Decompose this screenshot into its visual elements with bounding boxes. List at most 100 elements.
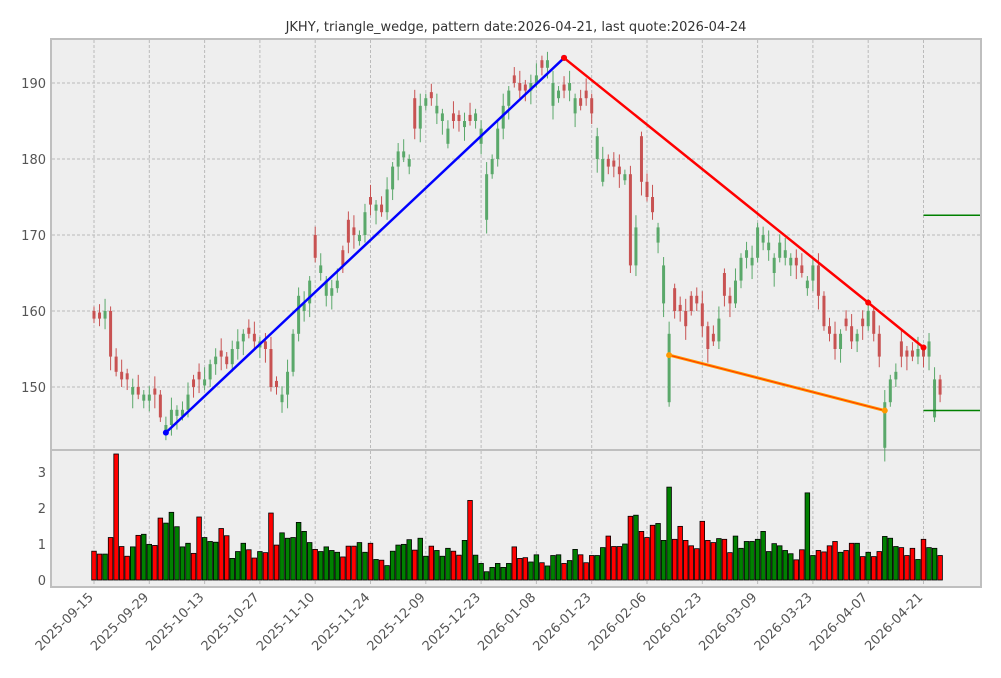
candle-body [374,204,378,211]
candle-body [938,379,942,395]
x-tick-label: 2025-12-23 [420,590,484,654]
candle-body [335,280,339,289]
candle-body [651,197,655,213]
price-panel [50,38,982,451]
candle-body [678,304,682,311]
candle-body [850,326,854,342]
candle-body [545,60,549,68]
candle-body [534,75,538,83]
trendline-lower-wedge-inner [668,354,885,412]
x-tick-label: 2026-03-09 [696,590,760,654]
volume-bars [91,453,943,581]
volume-bar [102,553,108,581]
volume-bar [782,550,788,581]
candle-body [872,311,876,334]
candle-body [745,250,749,258]
volume-bar [301,531,307,581]
candle-body [673,288,677,311]
candle-body [590,98,594,114]
volume-bar [815,550,822,581]
volume-bar [107,537,114,581]
x-tick-label: 2025-09-15 [33,590,97,654]
candle-body [916,349,920,357]
volume-bar [705,540,711,581]
candle-body [451,113,455,121]
candle-body [557,90,561,99]
volume-bar [389,550,396,581]
volume-bar [196,516,202,581]
candle-body [811,265,815,281]
volume-bar [854,542,860,581]
candle-body [667,333,671,403]
volume-bar [384,565,390,581]
volume-bar [749,541,755,581]
candle-body [584,90,588,99]
volume-bar [732,535,739,581]
candle-body [789,257,793,266]
volume-bar [96,553,103,581]
candle-body [623,174,627,181]
candle-body [778,242,782,258]
candle-body [391,166,395,190]
trendline-rising-leg [165,57,565,434]
candle-body [369,197,372,205]
volume-bar [334,551,341,581]
volume-bar [743,541,750,581]
volume-bar [152,545,158,581]
volume-bar [362,551,368,581]
candle-body [617,166,621,175]
candle-body [579,98,583,106]
volume-bar [644,537,650,581]
volume-bar [666,486,672,581]
volume-bar [799,549,805,581]
candle-body [203,379,207,386]
volume-bar [130,546,136,581]
volume-bar [511,546,517,581]
volume-bar [605,535,611,581]
candle-body [131,387,135,395]
chart-title: JKHY, triangle_wedge, pattern date:2026-… [285,20,747,35]
volume-bar [517,558,523,581]
volume-bar [931,547,938,581]
volume-bar [428,545,435,581]
candle-body [352,227,356,235]
x-tick-label: 2026-04-07 [807,590,871,654]
candle-body [169,409,173,425]
volume-bar [295,522,302,581]
volume-bar [627,515,634,581]
candle-body [739,257,743,281]
candle-body [490,159,494,175]
volume-bar [246,549,252,581]
candle-body [380,204,384,213]
candle-body [501,105,505,129]
volume-bar [273,544,280,581]
volume-bar [185,542,191,581]
candle-body [236,341,240,349]
candle-body [695,295,699,304]
volume-bar [356,542,363,581]
volume-bar [660,540,667,581]
volume-bar [378,559,385,581]
candle-body [269,349,273,387]
candle-body [457,114,461,121]
trendline-marker [561,54,568,61]
volume-bar [616,546,623,581]
candle-body [827,326,831,334]
candle-body [733,280,737,304]
volume-bar [677,525,683,581]
volume-bar [163,522,169,581]
candle-body [474,113,478,121]
volume-bar [683,540,689,581]
trendline-marker [865,299,872,306]
candle-body [927,341,931,357]
candle-body [330,288,334,296]
volume-bar [207,541,213,581]
candle-body [888,379,892,403]
volume-bar [279,532,285,581]
x-tick-label: 2026-04-21 [862,590,926,654]
candle-body [241,333,245,342]
volume-bar [594,555,600,581]
volume-tick-label: 0 [38,574,46,589]
volume-bar [345,545,352,581]
volume-bar [506,563,512,581]
